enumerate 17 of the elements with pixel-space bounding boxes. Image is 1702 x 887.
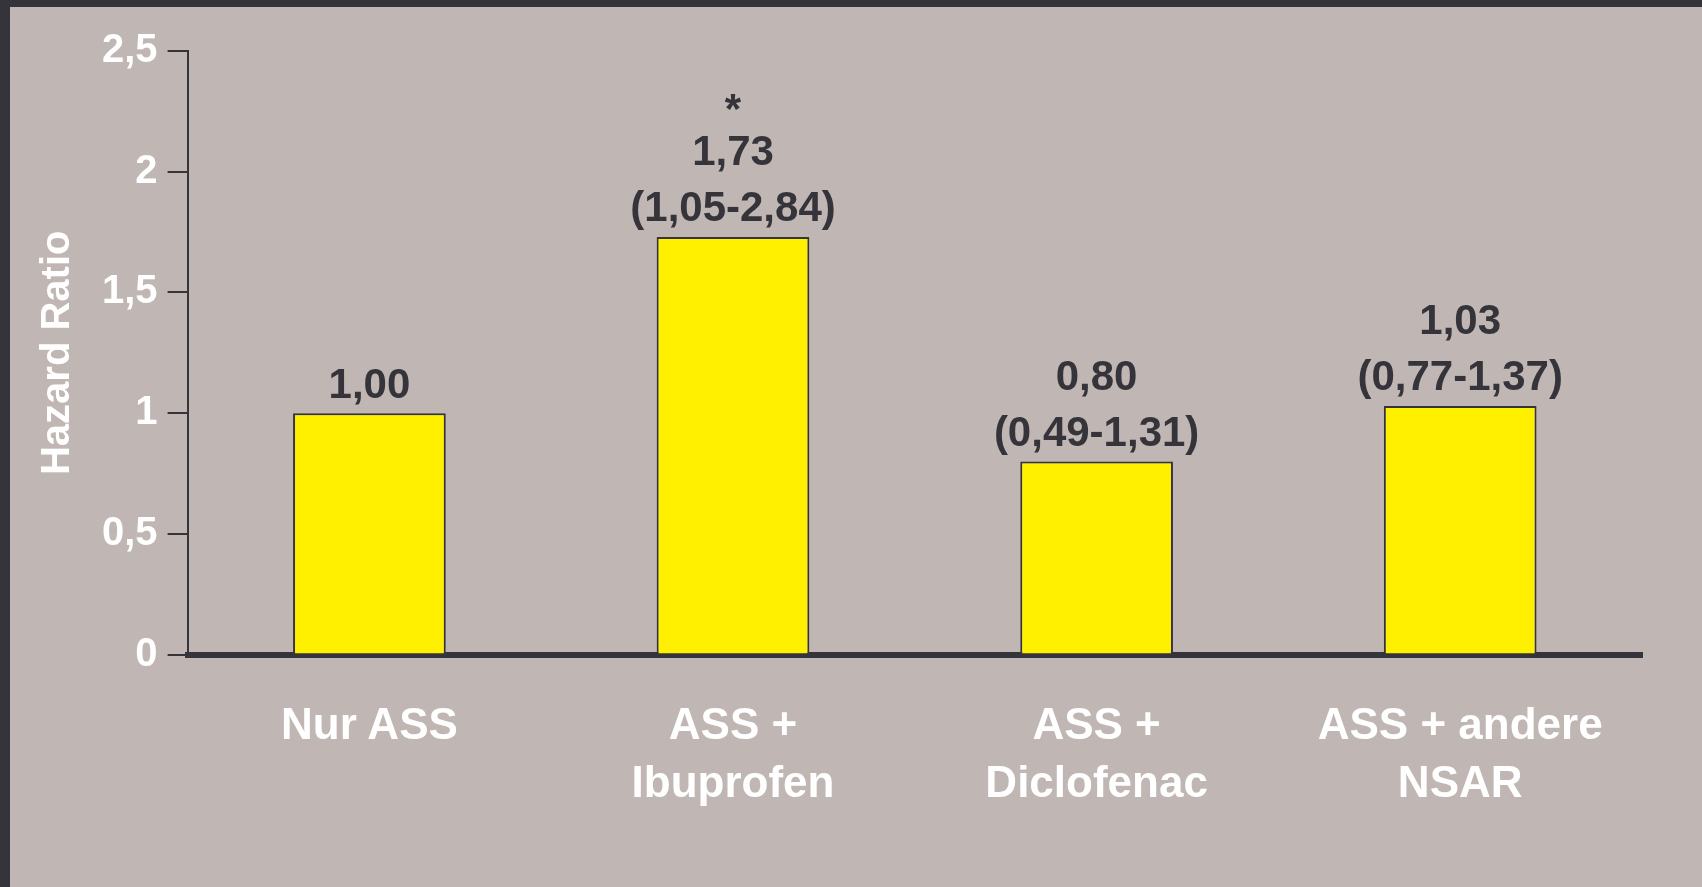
- y-tick-label: 2: [135, 146, 158, 191]
- y-tick-label: 1: [135, 388, 158, 433]
- y-tick-label: 2,5: [102, 26, 158, 71]
- annotation: (1,05-2,84): [630, 183, 836, 231]
- x-tick-label: ASS + Diclofenac: [985, 699, 1208, 806]
- x-tick-label: Nur ASS: [280, 699, 458, 749]
- data-label: 1,00: [328, 359, 411, 407]
- y-axis-title: Hazard Ratio: [33, 230, 78, 476]
- y-tick-label: 0: [135, 629, 158, 674]
- x-tick-label: ASS + andere NSAR: [1317, 699, 1603, 806]
- y-tick-label: 0,5: [102, 508, 158, 553]
- data-label: 1,03: [1419, 296, 1502, 344]
- annotation: (0,49-1,31): [993, 408, 1200, 456]
- y-tick-label: 1,5: [102, 267, 158, 312]
- x-tick-label: ASS + Ibuprofen: [631, 699, 835, 806]
- annotation: (0,77-1,37): [1357, 352, 1563, 400]
- data-label: 0,80: [1055, 352, 1138, 400]
